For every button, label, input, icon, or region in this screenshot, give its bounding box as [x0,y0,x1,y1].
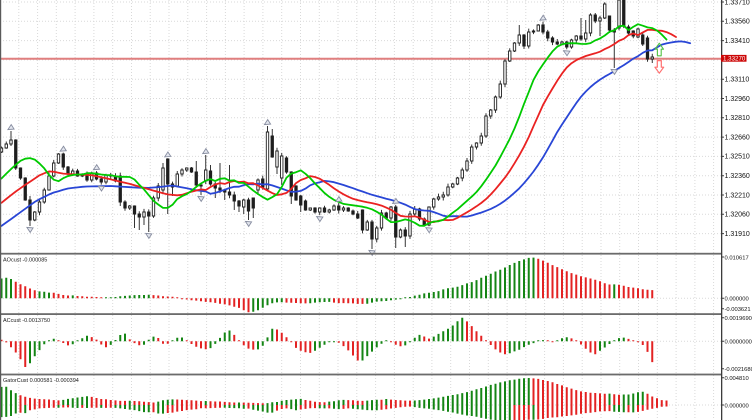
svg-text:0.0019690: 0.0019690 [725,316,752,322]
svg-text:1.32210: 1.32210 [725,192,750,199]
svg-text:0.000000: 0.000000 [725,297,749,303]
svg-text:AOcust -0.000085: AOcust -0.000085 [3,258,47,264]
svg-text:1.33270: 1.33270 [723,56,746,63]
svg-text:0.010617: 0.010617 [725,255,749,261]
svg-text:0.000000: 0.000000 [725,403,749,409]
svg-text:1.33410: 1.33410 [725,38,750,45]
svg-text:1.32060: 1.32060 [725,212,750,219]
svg-text:1.33710: 1.33710 [725,0,750,6]
svg-text:ACcust -0.0013750: ACcust -0.0013750 [3,318,50,324]
svg-text:0.004810: 0.004810 [725,376,749,382]
svg-text:-0.003621: -0.003621 [725,307,751,313]
svg-text:1.32960: 1.32960 [725,96,750,103]
svg-text:1.32660: 1.32660 [725,134,750,141]
svg-text:1.31910: 1.31910 [725,231,750,238]
svg-text:1.32510: 1.32510 [725,154,750,161]
svg-text:GatorCust 0.000581 -0.000394: GatorCust 0.000581 -0.000394 [3,378,79,384]
svg-text:-0.0021680: -0.0021680 [725,367,752,373]
svg-text:1.32360: 1.32360 [725,173,750,180]
svg-text:0.0000000: 0.0000000 [725,340,752,346]
svg-text:1.33110: 1.33110 [725,77,750,84]
svg-text:1.33560: 1.33560 [725,19,750,26]
svg-text:1.32810: 1.32810 [725,115,750,122]
